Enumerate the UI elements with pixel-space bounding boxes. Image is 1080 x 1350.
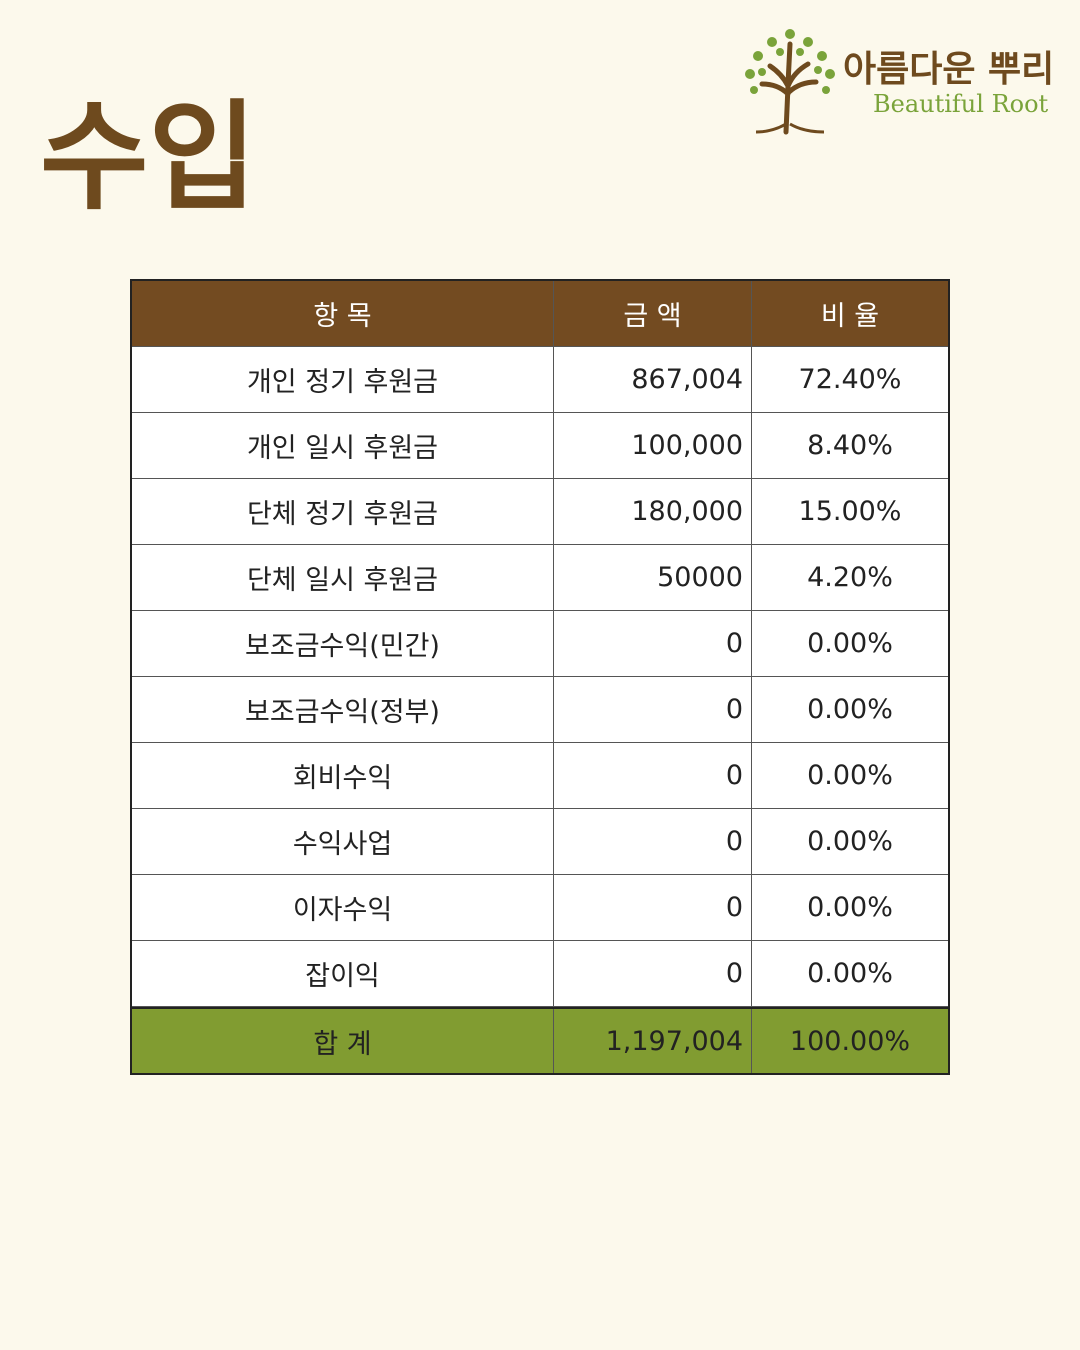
data-row-cell: 50000: [554, 545, 752, 610]
data-row-cell: 수익사업: [132, 809, 554, 874]
data-row-cell: 180,000: [554, 479, 752, 544]
data-row: 보조금수익(정부) 0 0.00%: [132, 677, 948, 743]
data-row-cell: 4.20%: [807, 562, 893, 593]
data-row-cell: 72.40%: [798, 364, 902, 395]
data-row-cell: 단체 일시 후원금: [132, 545, 554, 610]
data-row-cell: 867,004: [554, 347, 752, 412]
logo-name: 아름다운 뿌리: [843, 49, 1055, 90]
data-row-cell: 0.00%: [807, 826, 893, 857]
header-row-cell: 항 목: [132, 281, 554, 346]
data-row: 보조금수익(민간) 0 0.00%: [132, 611, 948, 677]
logo-subtitle: Beautiful Root: [873, 90, 1049, 118]
data-row-cell: 0: [554, 941, 752, 1006]
total-row: 합 계 1,197,004 100.00%: [132, 1007, 948, 1073]
data-row: 수익사업 0 0.00%: [132, 809, 948, 875]
data-row-cell: 0.00%: [807, 694, 893, 725]
total-row-cell: 1,197,004: [554, 1009, 752, 1073]
data-row-cell: 15.00%: [798, 496, 902, 527]
total-row-cell: 합 계: [132, 1009, 554, 1073]
data-row-cell: 100,000: [554, 413, 752, 478]
data-row-cell: 0: [554, 809, 752, 874]
data-row-cell: 회비수익: [132, 743, 554, 808]
data-row: 회비수익 0 0.00%: [132, 743, 948, 809]
data-row-cell: 0: [554, 743, 752, 808]
data-row-cell: 보조금수익(민간): [132, 611, 554, 676]
data-row-cell: 이자수익: [132, 875, 554, 940]
data-row-cell: 개인 일시 후원금: [132, 413, 554, 478]
data-row-cell: 0: [554, 875, 752, 940]
data-row-cell: 보조금수익(정부): [132, 677, 554, 742]
data-row-cell: 0.00%: [807, 760, 893, 791]
data-row: 단체 정기 후원금 180,000 15.00%: [132, 479, 948, 545]
data-row-cell: 0.00%: [807, 892, 893, 923]
logo-tree: [745, 29, 835, 135]
data-row-cell: 0.00%: [807, 958, 893, 989]
page-title: 수입: [40, 88, 258, 226]
header-row-cell: 금 액: [554, 281, 752, 346]
total-row-cell: 100.00%: [789, 1025, 911, 1057]
data-row-cell: 개인 정기 후원금: [132, 347, 554, 412]
data-row: 개인 일시 후원금 100,000 8.40%: [132, 413, 948, 479]
data-row-cell: 단체 정기 후원금: [132, 479, 554, 544]
data-row: 개인 정기 후원금 867,004 72.40%: [132, 347, 948, 413]
data-row-cell: 8.40%: [807, 430, 893, 461]
data-row: 이자수익 0 0.00%: [132, 875, 948, 941]
data-row-cell: 잡이익: [132, 941, 554, 1006]
data-row-cell: 0: [554, 677, 752, 742]
data-row: 단체 일시 후원금 50000 4.20%: [132, 545, 948, 611]
data-row: 잡이익 0 0.00%: [132, 941, 948, 1007]
data-row-cell: 0: [554, 611, 752, 676]
data-row-cell: 0.00%: [807, 628, 893, 659]
header-row-cell: 비 율: [820, 301, 880, 332]
